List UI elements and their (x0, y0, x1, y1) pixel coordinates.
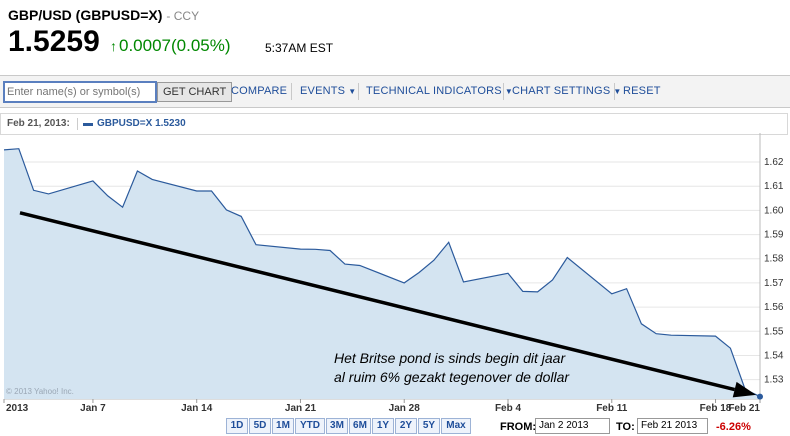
y-tick-label: 1.62 (764, 157, 784, 168)
y-tick-label: 1.60 (764, 205, 784, 216)
x-axis: 2013 Jan 7 Jan 14 Jan 21 Jan 28 Feb 4 Feb 11 Fe… (3, 399, 761, 414)
x-tick-label: Feb 21 (728, 403, 760, 414)
events-label: EVENTS (300, 85, 346, 97)
compare-link[interactable]: COMPARE (231, 85, 288, 97)
get-chart-button[interactable]: GET CHART (157, 82, 233, 102)
y-tick-label: 1.56 (764, 302, 784, 313)
change-value: 0.0007(0.05%) (119, 36, 231, 55)
quote-time: 5:37AM EST (265, 41, 334, 55)
x-tick-label: Jan 14 (181, 403, 213, 414)
price-chart[interactable]: 1.53 1.54 1.55 1.56 1.57 1.58 1.59 1.60 1.61 1.62… (0, 133, 790, 433)
trend-arrowhead-icon (732, 381, 756, 398)
range-button-1m[interactable]: 1M (272, 418, 294, 434)
legend-series-label: GBPUSD=X 1.5230 (97, 118, 186, 129)
divider (358, 83, 359, 100)
x-tick-label: Feb 4 (495, 403, 522, 414)
price-line (3, 148, 761, 398)
y-axis: 1.53 1.54 1.55 1.56 1.57 1.58 1.59 1.60 1.61 1.62 (764, 157, 784, 386)
from-date-input[interactable]: Jan 2 2013 (535, 418, 610, 434)
x-tick-label: Jan 21 (285, 403, 317, 414)
range-button-3m[interactable]: 3M (326, 418, 348, 434)
annotation-line-2: al ruim 6% gezakt tegenover de dollar (334, 369, 570, 385)
y-tick-label: 1.58 (764, 254, 784, 265)
dropdown-triangle-icon: ▼ (504, 87, 513, 96)
range-button-5d[interactable]: 5D (249, 418, 271, 434)
x-tick-label: Feb 18 (700, 403, 732, 414)
range-change-percent: -6.26% (716, 421, 751, 433)
x-tick-label: 2013 (6, 403, 29, 414)
range-button-1d[interactable]: 1D (226, 418, 248, 434)
annotation-line-1: Het Britse pond is sinds begin dit jaar (334, 350, 566, 366)
technical-indicators-label: TECHNICAL INDICATORS (366, 85, 502, 97)
symbol-search-input[interactable] (3, 81, 157, 103)
y-tick-label: 1.53 (764, 375, 784, 386)
price-change: ↑ 0.0007(0.05%) (110, 36, 231, 56)
divider (614, 83, 615, 100)
trend-arrow-line (19, 211, 736, 392)
range-button-6m[interactable]: 6M (349, 418, 371, 434)
reset-link[interactable]: RESET (623, 85, 661, 97)
x-tick-label: Jan 28 (389, 403, 421, 414)
range-button-max[interactable]: Max (441, 418, 471, 434)
range-button-1y[interactable]: 1Y (372, 418, 394, 434)
price-area-fill (4, 148, 760, 399)
events-menu[interactable]: EVENTS ▼ (300, 85, 356, 97)
chart-settings-label: CHART SETTINGS (512, 85, 611, 97)
x-tick-label: Feb 11 (596, 403, 628, 414)
y-tick-label: 1.57 (764, 278, 784, 289)
range-button-5y[interactable]: 5Y (418, 418, 440, 434)
last-price: 1.5259 (8, 25, 100, 58)
y-tick-label: 1.61 (764, 181, 784, 192)
range-button-2y[interactable]: 2Y (395, 418, 417, 434)
chart-toolbar: GET CHART COMPARE EVENTS▼ TECHNICAL INDI… (0, 75, 790, 108)
series-swatch (83, 123, 93, 126)
symbol-title: GBP/USD (GBPUSD=X) (8, 7, 163, 23)
chart-legend: Feb 21, 2013: GBPUSD=X 1.5230 (0, 113, 788, 135)
to-label: TO: (616, 421, 635, 433)
technical-indicators-menu[interactable]: TECHNICAL INDICATORS ▼ (366, 85, 513, 97)
from-label: FROM: (500, 421, 537, 433)
legend-date: Feb 21, 2013: (7, 118, 70, 129)
dropdown-triangle-icon: ▼ (613, 87, 622, 96)
divider (77, 118, 78, 130)
up-arrow-icon: ↑ (110, 38, 117, 54)
last-point-marker (757, 393, 763, 400)
asset-type: - CCY (166, 9, 200, 23)
header-title: GBP/USD (GBPUSD=X) - CCY (8, 7, 199, 23)
y-tick-label: 1.54 (764, 350, 784, 361)
to-date-input[interactable]: Feb 21 2013 (637, 418, 708, 434)
x-tick-label: Jan 7 (80, 403, 106, 414)
divider (291, 83, 292, 100)
y-tick-label: 1.59 (764, 230, 784, 241)
divider (503, 83, 504, 100)
y-tick-label: 1.55 (764, 326, 784, 337)
chart-settings-menu[interactable]: CHART SETTINGS ▼ (512, 85, 621, 97)
watermark: © 2013 Yahoo! Inc. (6, 387, 74, 396)
dropdown-triangle-icon: ▼ (348, 87, 357, 96)
range-button-ytd[interactable]: YTD (295, 418, 325, 434)
